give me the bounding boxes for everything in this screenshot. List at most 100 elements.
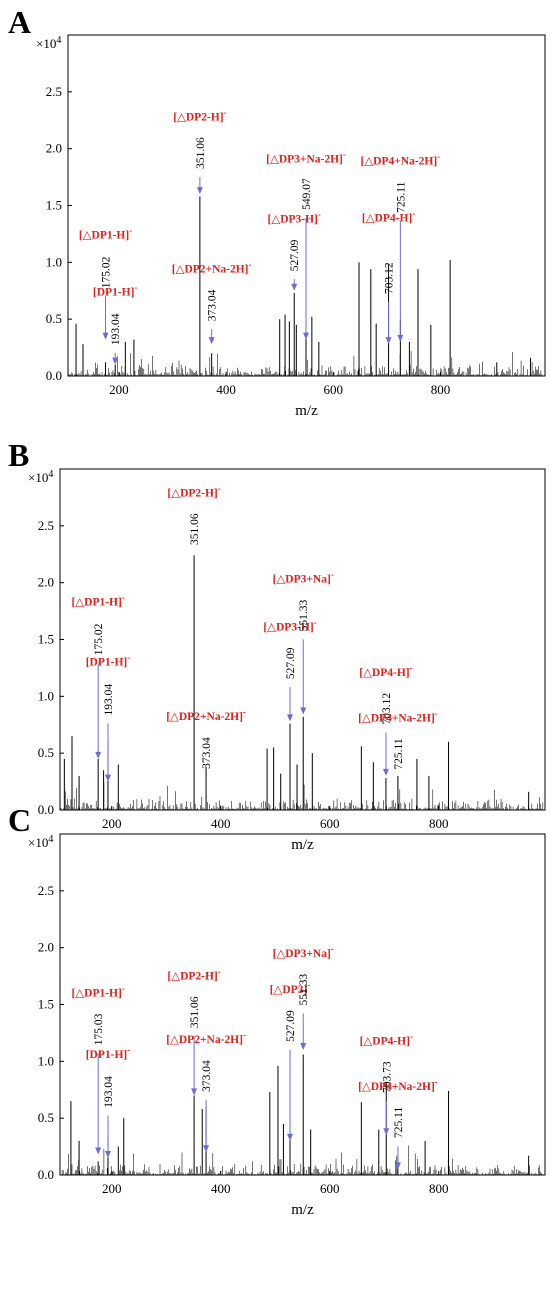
x-tick-label: 400: [211, 816, 231, 831]
y-tick-label: 1.0: [46, 254, 62, 269]
ion-label: [DP1-H]-: [93, 282, 138, 298]
y-tick-label: 2.5: [38, 883, 54, 898]
y-tick-label: 2.0: [38, 940, 54, 955]
panel-letter: B: [8, 437, 29, 473]
ion-label: [△DP2+Na-2H]-: [166, 707, 246, 723]
x-tick-label: 400: [211, 1181, 231, 1196]
mz-value-label: 725.11: [395, 181, 407, 212]
annotation-arrowhead: [300, 1042, 307, 1050]
annotation-arrowhead: [287, 714, 294, 722]
ion-label: [△DP3+Na-2H]-: [266, 149, 346, 165]
ion-label: [△DP4+Na-2H]-: [358, 1077, 438, 1093]
x-tick-label: 200: [102, 1181, 122, 1196]
annotation-arrowhead: [300, 707, 307, 715]
ion-label: [△DP3+Na]-: [273, 570, 334, 586]
x-axis-title: m/z: [291, 1202, 314, 1218]
mz-value-label: 703.12: [381, 693, 393, 725]
annotation-arrowhead: [291, 283, 298, 291]
y-multiplier-label: ×104: [28, 834, 53, 850]
mz-value-label: 373.04: [207, 289, 219, 321]
mz-value-label: 193.04: [103, 1076, 115, 1108]
mz-value-label: 527.09: [285, 1010, 297, 1042]
mz-value-label: 175.03: [93, 1013, 105, 1045]
y-tick-label: 2.5: [46, 84, 62, 99]
ion-label: [△DP4-H]-: [362, 208, 415, 224]
annotation-arrowhead: [191, 1088, 198, 1096]
annotation-arrowhead: [203, 1145, 210, 1153]
mz-value-label: 549.07: [301, 178, 313, 210]
mz-value-label: 725.11: [393, 1107, 405, 1138]
mz-value-label: 703.12: [384, 262, 396, 294]
ion-label: [DP1-H]-: [86, 653, 131, 669]
annotation-arrowhead: [104, 774, 111, 782]
spectrum-noise: [68, 351, 543, 376]
ion-label: [DP1-H]-: [86, 1045, 131, 1061]
x-axis-title: m/z: [295, 403, 318, 419]
annotation-arrowhead: [208, 337, 215, 345]
annotation-arrowhead: [303, 332, 310, 340]
mz-value-label: 175.02: [101, 256, 113, 288]
mz-value-label: 351.06: [189, 996, 201, 1028]
annotation-arrowhead: [287, 1133, 294, 1141]
ion-label: [△DP1-H]-: [71, 592, 124, 608]
y-multiplier-label: ×104: [28, 469, 53, 485]
ion-label: [△DP3]-: [270, 980, 311, 996]
ion-label: [△DP2-H]-: [173, 107, 226, 123]
ion-label: [△DP4+Na-2H]-: [358, 708, 438, 724]
x-tick-label: 400: [216, 382, 236, 397]
y-multiplier-label: ×104: [36, 35, 61, 51]
panel-letter: A: [8, 4, 31, 40]
mz-value-label: 527.09: [285, 647, 297, 679]
mz-value-label: 351.06: [189, 513, 201, 545]
ion-label: [△DP3-H]-: [268, 210, 321, 226]
panel-letter: C: [8, 802, 31, 838]
annotation-arrowhead: [102, 332, 109, 340]
ion-label: [△DP1-H]-: [71, 984, 124, 1000]
ion-label: [△DP4+Na-2H]-: [360, 152, 440, 168]
mz-value-label: 551.33: [298, 599, 310, 631]
ion-label: [△DP3+Na]-: [273, 944, 334, 960]
x-tick-label: 800: [429, 1181, 449, 1196]
y-tick-label: 0.5: [38, 1110, 54, 1125]
mz-value-label: 527.09: [289, 239, 301, 271]
y-tick-label: 0.0: [46, 368, 62, 383]
y-tick-label: 1.0: [38, 1053, 54, 1068]
y-tick-label: 0.0: [38, 1167, 54, 1182]
mz-value-label: 703.73: [381, 1061, 393, 1093]
annotation-arrowhead: [196, 187, 203, 195]
annotation-arrowhead: [95, 751, 102, 759]
annotation-arrowhead: [104, 1150, 111, 1158]
y-tick-label: 0.0: [38, 802, 54, 817]
x-tick-label: 600: [320, 1181, 340, 1196]
y-tick-label: 2.0: [38, 575, 54, 590]
plot-frame: [59, 468, 546, 811]
x-tick-label: 600: [320, 816, 340, 831]
annotation-arrowhead: [112, 357, 119, 365]
x-tick-label: 600: [324, 382, 344, 397]
x-tick-label: 200: [102, 816, 122, 831]
y-tick-label: 1.5: [38, 997, 54, 1012]
spectrum-noise: [60, 1145, 544, 1175]
x-tick-label: 200: [109, 382, 129, 397]
ion-label: [△DP1-H]-: [79, 225, 132, 241]
spectrum-noise: [60, 782, 544, 810]
ion-label: [△DP3-H]-: [263, 617, 316, 633]
mz-value-label: 175.02: [93, 623, 105, 655]
x-axis-title: m/z: [291, 837, 314, 853]
annotation-arrowhead: [383, 1128, 390, 1136]
y-tick-label: 2.0: [46, 141, 62, 156]
annotation-arrowhead: [382, 768, 389, 776]
mz-value-label: 193.04: [110, 313, 122, 345]
y-tick-label: 0.5: [46, 311, 62, 326]
mz-value-label: 373.04: [201, 1060, 213, 1092]
ion-label: [△DP2+Na-2H]-: [166, 1030, 246, 1046]
ion-label: [△DP4-H]-: [359, 663, 412, 679]
y-tick-label: 1.5: [46, 198, 62, 213]
mz-value-label: 725.11: [393, 738, 405, 769]
mz-value-label: 193.04: [103, 684, 115, 716]
mz-value-label: 373.04: [201, 737, 213, 769]
ion-label: [△DP2+Na-2H]-: [172, 260, 252, 276]
annotation-arrowhead: [95, 1147, 102, 1155]
